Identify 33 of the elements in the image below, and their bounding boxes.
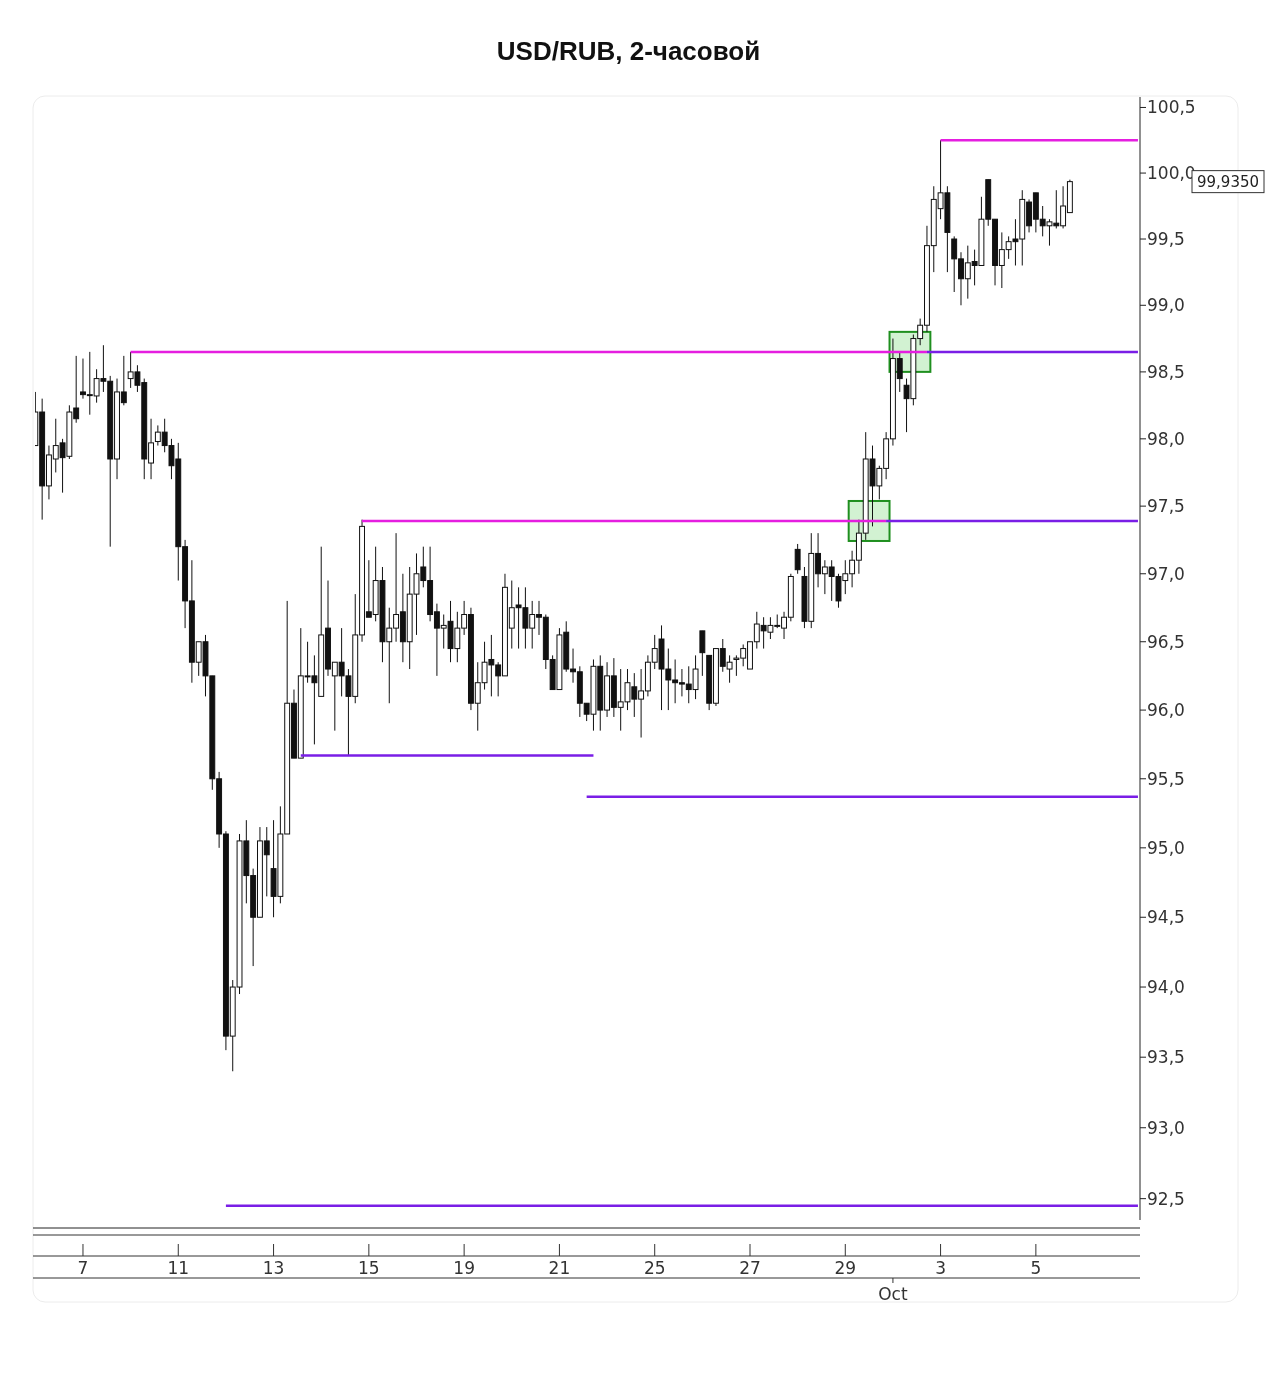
y-tick-label: 94,0 (1147, 976, 1185, 997)
text: 99,9350 (1196, 172, 1260, 191)
y-tick-label: 98,0 (1147, 428, 1185, 449)
y-tick-label: 100,0 (1147, 163, 1196, 184)
y-tick-label: 99,5 (1147, 228, 1185, 249)
y-tick-label: 97,0 (1147, 563, 1185, 584)
x-tick-label: 21 (548, 1258, 571, 1278)
candlestick (699, 630, 706, 677)
y-tick-label: 95,0 (1147, 837, 1185, 858)
x-tick-label: 15 (358, 1258, 380, 1278)
x-tick-label: 27 (739, 1258, 761, 1278)
chart-title: USD/RUB, 2-часовой (496, 36, 761, 66)
y-tick-label: 94,5 (1147, 907, 1185, 928)
x-tick-label: 19 (453, 1258, 475, 1278)
y-tick-label: 93,5 (1147, 1047, 1185, 1068)
x-tick-label: 25 (643, 1258, 666, 1278)
y-tick-label: 96,0 (1147, 700, 1185, 721)
x-tick-label: 7 (77, 1258, 89, 1278)
y-tick-label: 93,0 (1147, 1117, 1185, 1138)
y-tick-label: 100,5 (1147, 97, 1196, 118)
y-tick-label: 96,5 (1147, 631, 1185, 652)
y-tick-label: 98,5 (1147, 361, 1185, 382)
text: Oct (878, 1284, 908, 1304)
y-tick-label: 92,5 (1147, 1188, 1185, 1209)
x-tick-label: 5 (1030, 1258, 1042, 1278)
x-tick-label: 13 (262, 1258, 285, 1278)
x-tick-label: 29 (834, 1258, 857, 1278)
y-tick-label: 99,0 (1147, 295, 1185, 316)
candlestick (794, 543, 801, 575)
x-tick-label: 3 (935, 1258, 946, 1278)
y-tick-label: 97,5 (1147, 496, 1185, 517)
x-tick-label: 11 (167, 1258, 190, 1278)
y-tick-label: 95,5 (1147, 768, 1185, 789)
